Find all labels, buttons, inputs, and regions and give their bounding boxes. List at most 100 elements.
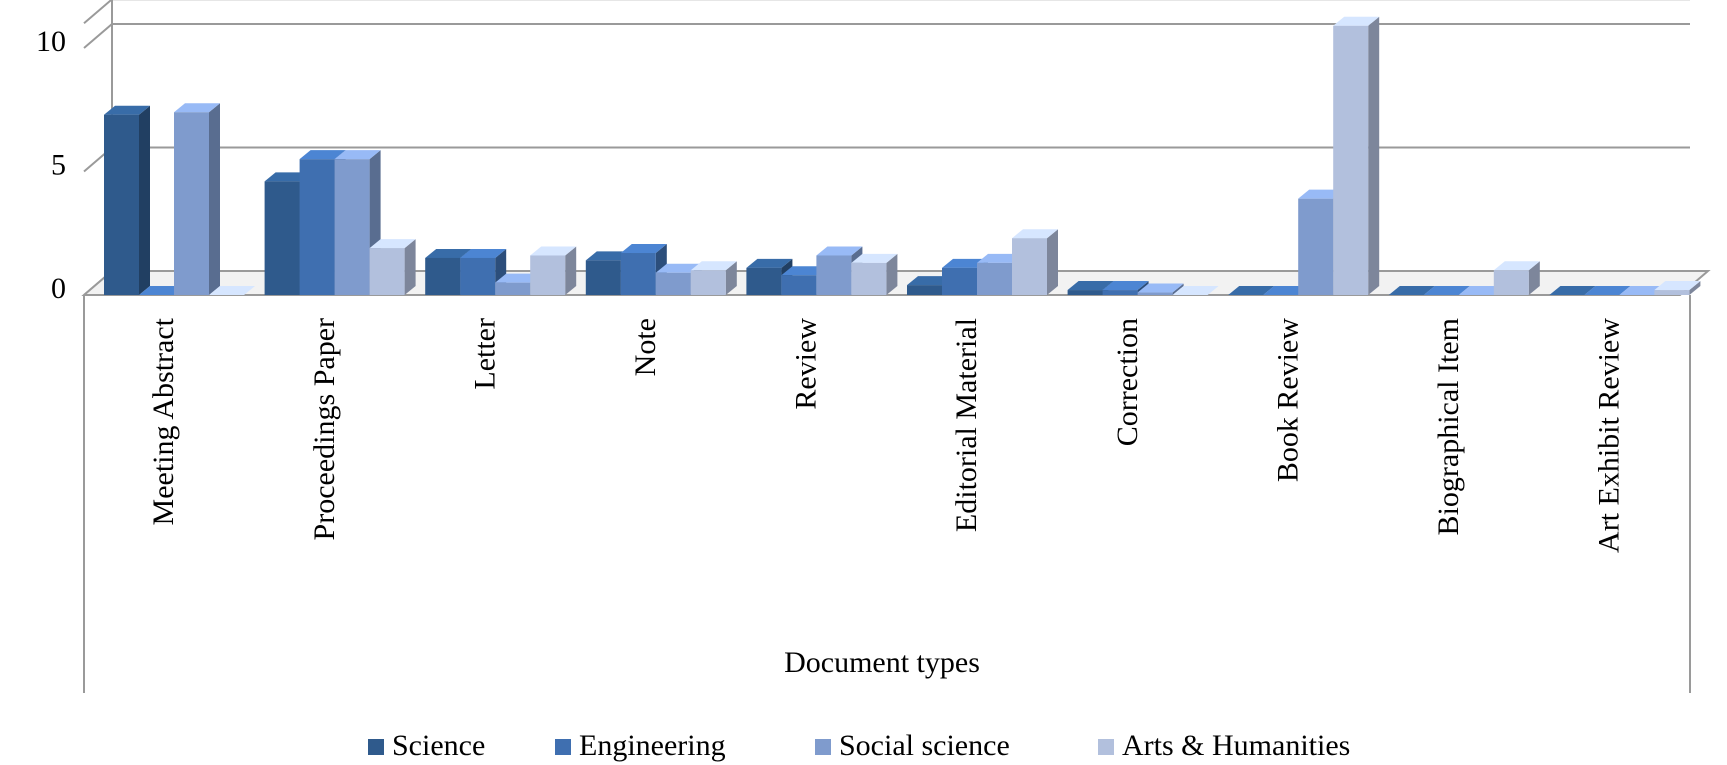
bar-top xyxy=(209,286,255,295)
bar-top xyxy=(1654,281,1701,291)
bar-side xyxy=(1047,229,1058,295)
bar-top xyxy=(1423,286,1470,295)
x-axis-title: Document types xyxy=(784,646,980,679)
bar xyxy=(907,285,942,295)
bar xyxy=(746,267,782,295)
bar xyxy=(299,159,335,295)
bar-side xyxy=(886,253,898,295)
bar-top xyxy=(369,239,416,249)
bar-top xyxy=(816,246,863,256)
bar-top xyxy=(334,150,381,160)
wall-edge xyxy=(83,0,1690,25)
legend-swatch xyxy=(368,739,384,755)
bar-top xyxy=(1263,286,1310,295)
bar-top xyxy=(530,246,577,256)
bar xyxy=(816,255,852,295)
legend-label: Social science xyxy=(839,729,1010,762)
bar-side xyxy=(139,105,150,295)
bar xyxy=(1298,198,1334,295)
y-tick-label: 10 xyxy=(36,25,66,58)
bar-top xyxy=(585,251,632,261)
bar-side xyxy=(725,261,737,295)
x-tick-label: Meeting Abstract xyxy=(147,317,180,525)
bar-top xyxy=(907,276,953,286)
x-tick-label: Book Review xyxy=(1271,318,1304,482)
bar-top xyxy=(1172,286,1219,295)
bar xyxy=(781,275,817,295)
x-tick-label: Letter xyxy=(468,318,501,390)
bar xyxy=(1067,290,1103,295)
bar-top xyxy=(1584,286,1631,295)
bar-side xyxy=(209,103,220,295)
bar xyxy=(1654,290,1690,295)
bar-side xyxy=(1528,261,1540,295)
legend-label: Science xyxy=(392,729,485,762)
bar xyxy=(104,114,139,295)
bar-top xyxy=(174,103,220,113)
bar-top xyxy=(942,258,988,268)
bar-top xyxy=(1619,286,1666,295)
bar-top xyxy=(495,273,542,283)
y-tick-label: 5 xyxy=(51,148,66,181)
bar-top xyxy=(1012,229,1058,239)
bar xyxy=(690,270,726,295)
bar xyxy=(1012,238,1047,295)
legend-swatch xyxy=(815,739,831,755)
bar-top xyxy=(1067,281,1114,291)
x-tick-label: Art Exhibit Review xyxy=(1593,318,1626,553)
bar-top xyxy=(851,253,898,263)
bar-top xyxy=(1388,286,1435,295)
bar xyxy=(1102,290,1138,295)
bar-top xyxy=(1549,286,1596,295)
bar-side xyxy=(1368,16,1380,296)
x-tick-label: Note xyxy=(629,318,662,376)
grid-line xyxy=(83,23,1690,49)
x-tick-label: Proceedings Paper xyxy=(308,318,341,540)
bar-top xyxy=(425,248,472,258)
bar xyxy=(369,248,405,295)
bar-side xyxy=(565,246,577,295)
bar xyxy=(1333,25,1369,296)
bar-top xyxy=(1298,189,1345,199)
bar xyxy=(620,253,656,295)
x-tick-label: Review xyxy=(790,318,823,410)
legend-swatch xyxy=(555,739,571,755)
bar-top xyxy=(1102,281,1149,291)
bar-top xyxy=(977,253,1023,263)
bar-top xyxy=(139,286,185,295)
bar xyxy=(1493,270,1529,295)
bar-top xyxy=(299,150,346,160)
bar-top xyxy=(746,258,793,268)
bar xyxy=(264,181,300,295)
bar-top xyxy=(781,266,828,276)
bar-top xyxy=(264,172,311,182)
x-tick-label: Biographical Item xyxy=(1432,318,1465,535)
y-tick-label: 0 xyxy=(51,272,66,305)
bar xyxy=(530,255,566,295)
bar-side xyxy=(1689,281,1701,295)
bar-top xyxy=(655,263,702,273)
bar xyxy=(942,267,977,295)
bar xyxy=(334,159,370,295)
bar-top xyxy=(690,261,737,271)
bar xyxy=(460,257,496,295)
bar-side xyxy=(404,239,416,295)
bar xyxy=(425,257,461,295)
bar xyxy=(585,260,621,295)
bar-top xyxy=(104,105,150,115)
bar-top xyxy=(1228,286,1275,295)
bar-top xyxy=(1493,261,1540,271)
bar xyxy=(977,262,1012,295)
legend-label: Engineering xyxy=(579,729,726,762)
bar-top xyxy=(620,244,667,254)
bar-top xyxy=(1458,286,1505,295)
x-tick-label: Correction xyxy=(1111,318,1144,446)
legend-swatch xyxy=(1098,739,1114,755)
bar-side xyxy=(1172,283,1184,295)
bar xyxy=(174,112,209,295)
bar xyxy=(851,262,887,295)
x-tick-label: Editorial Material xyxy=(950,318,983,532)
bar xyxy=(1137,292,1173,295)
bar-top xyxy=(1333,16,1380,26)
bar-top xyxy=(1137,283,1184,293)
